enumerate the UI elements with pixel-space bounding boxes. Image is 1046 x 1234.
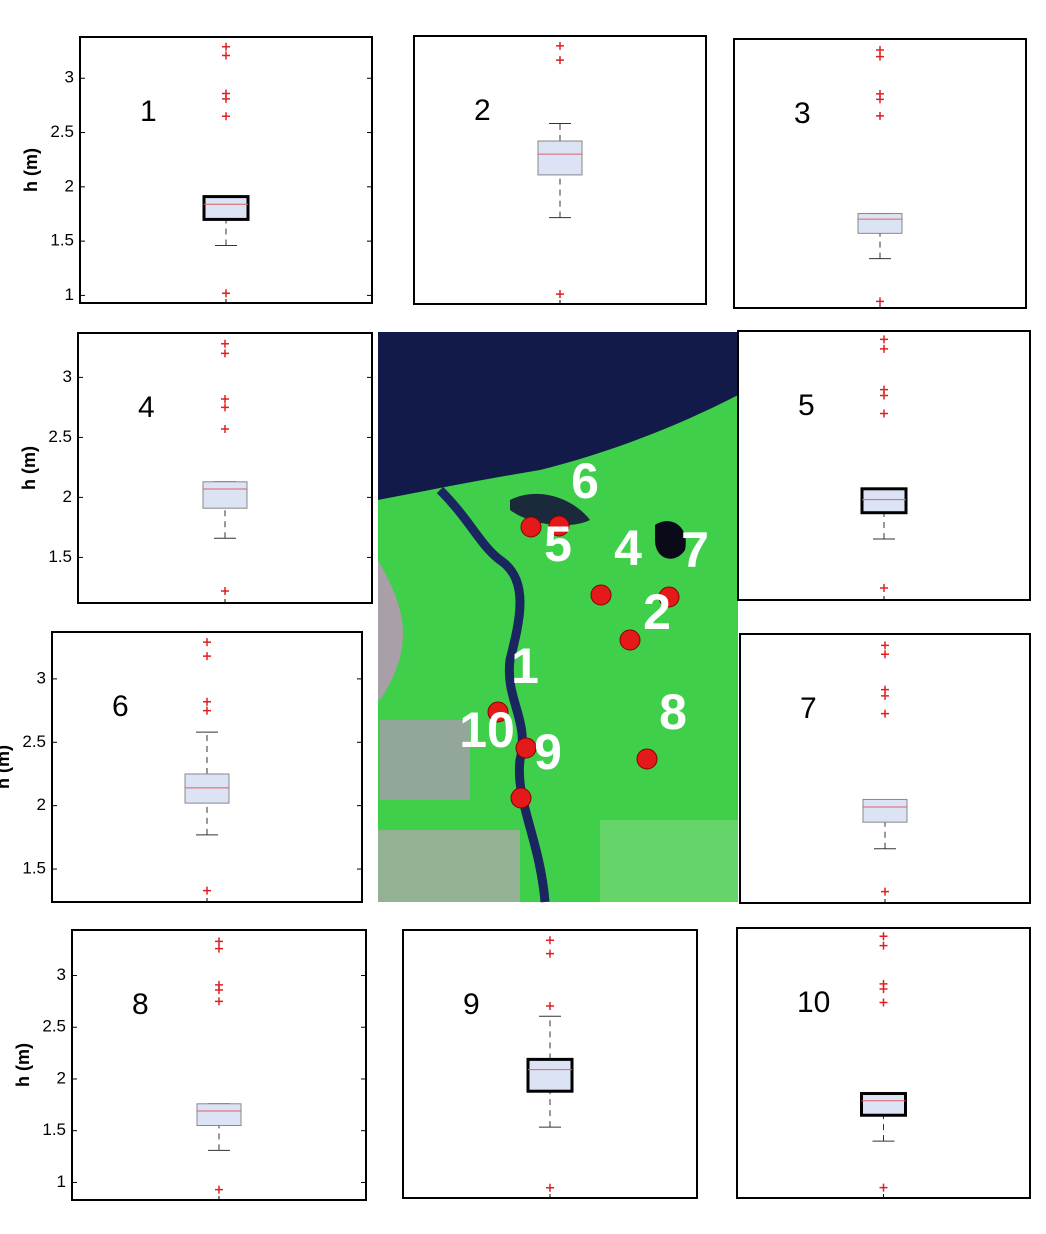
- y-axis-label: h (m): [13, 1043, 33, 1087]
- map-area: [380, 720, 470, 800]
- site-label: 2: [643, 584, 671, 640]
- y-tick-label: 2: [57, 1068, 66, 1087]
- site-dot: [521, 517, 541, 537]
- site-label: 8: [659, 684, 687, 740]
- site-label: 4: [614, 520, 642, 576]
- site-dot: [516, 738, 536, 758]
- box: [862, 489, 906, 513]
- site-label: 10: [459, 702, 515, 758]
- box: [203, 482, 247, 508]
- y-tick-label: 2: [63, 487, 72, 506]
- y-tick-label: 2.5: [22, 732, 46, 751]
- plot-frame: [52, 632, 362, 902]
- box: [528, 1059, 572, 1091]
- box: [858, 214, 902, 234]
- panel-number: 5: [798, 389, 815, 422]
- y-tick-label: 3: [63, 367, 72, 386]
- y-axis-label: h (m): [21, 148, 41, 192]
- site-label: 1: [511, 638, 539, 694]
- site-dot: [620, 630, 640, 650]
- panel-number: 2: [474, 94, 491, 127]
- panel-number: 8: [132, 988, 149, 1021]
- plot-frame: [734, 39, 1026, 308]
- y-tick-label: 3: [37, 668, 46, 687]
- site-label: 5: [544, 516, 572, 572]
- plot-frame: [737, 928, 1030, 1198]
- plot-frame: [72, 930, 366, 1200]
- y-tick-label: 3: [57, 965, 66, 984]
- box: [862, 1094, 906, 1116]
- y-tick-label: 2.5: [48, 427, 72, 446]
- site-dot: [591, 585, 611, 605]
- y-tick-label: 2.5: [42, 1017, 66, 1036]
- y-tick-label: 1.5: [50, 231, 74, 250]
- y-axis-label: h (m): [19, 446, 39, 490]
- site-dot: [511, 788, 531, 808]
- panel-number: 10: [797, 986, 830, 1019]
- y-tick-label: 1: [57, 1172, 66, 1191]
- box: [863, 799, 907, 822]
- y-tick-label: 2: [37, 795, 46, 814]
- y-tick-label: 1: [65, 285, 74, 304]
- map-area: [600, 820, 738, 902]
- panel-number: 6: [112, 690, 129, 723]
- site-label: 7: [681, 522, 709, 578]
- y-tick-label: 3: [65, 68, 74, 87]
- figure: 6547218109 1h (m)11.522.53234h (m)1.522.…: [0, 0, 1046, 1229]
- site-dot: [637, 749, 657, 769]
- plot-frame: [738, 331, 1030, 600]
- y-axis-label: h (m): [0, 745, 13, 789]
- plot-frame: [80, 37, 372, 303]
- box: [185, 774, 229, 803]
- panel-number: 7: [800, 692, 817, 725]
- panel-number: 1: [140, 95, 157, 128]
- box: [538, 141, 582, 175]
- y-tick-label: 1.5: [42, 1120, 66, 1139]
- box: [204, 197, 248, 220]
- plot-frame: [78, 333, 372, 603]
- y-tick-label: 2: [65, 176, 74, 195]
- y-tick-label: 1.5: [48, 547, 72, 566]
- site-label: 6: [571, 453, 599, 509]
- box: [197, 1104, 241, 1126]
- panel-number: 3: [794, 97, 811, 130]
- map-area: [378, 830, 520, 902]
- site-label: 9: [534, 724, 562, 780]
- panel-number: 9: [463, 988, 480, 1021]
- panel-number: 4: [138, 391, 155, 424]
- y-tick-label: 2.5: [50, 122, 74, 141]
- plot-frame: [740, 634, 1030, 903]
- y-tick-label: 1.5: [22, 859, 46, 878]
